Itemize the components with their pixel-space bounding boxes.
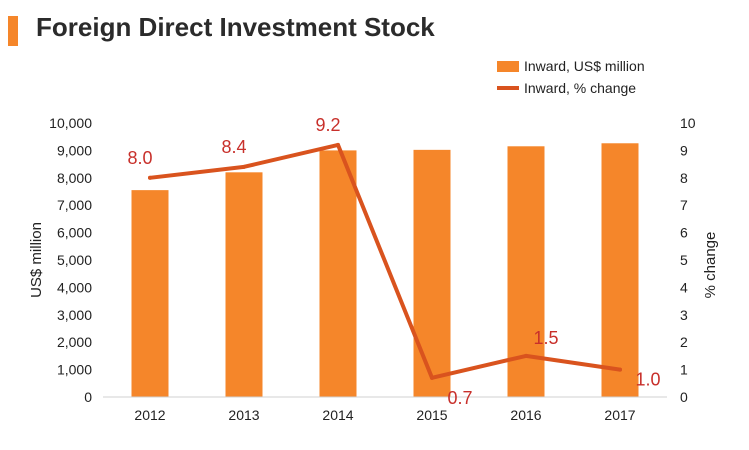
line-point-2015 (430, 375, 434, 380)
y-tick-right: 3 (680, 307, 688, 323)
title-accent-bar (8, 16, 18, 46)
data-label-2012: 8.0 (127, 148, 152, 168)
y-axis-title-left: US$ million (28, 222, 45, 298)
y-tick-right: 10 (680, 115, 696, 131)
bar-2014 (319, 150, 357, 397)
x-axis-ticks: 2012 2013 2014 2015 2016 2017 (134, 407, 635, 423)
y-tick-left: 7,000 (57, 197, 92, 213)
bar-series (131, 143, 639, 397)
y-tick-left: 2,000 (57, 334, 92, 350)
y-tick-left: 6,000 (57, 225, 92, 241)
legend-swatch-bar (497, 61, 519, 72)
x-tick: 2013 (228, 407, 259, 423)
legend: Inward, US$ million Inward, % change (497, 58, 645, 96)
legend-label-bar: Inward, US$ million (524, 58, 645, 74)
x-tick: 2015 (416, 407, 447, 423)
bar-2013 (225, 172, 263, 397)
line-path (148, 142, 622, 380)
data-label-2016: 1.5 (533, 328, 558, 348)
y-axis-title-right: % change (702, 232, 719, 299)
line-point-2017 (618, 367, 622, 372)
data-label-2017: 1.0 (635, 370, 660, 390)
right-axis-ticks: 0 1 2 3 4 5 6 7 8 9 10 (680, 115, 696, 405)
legend-label-line: Inward, % change (524, 80, 636, 96)
x-tick: 2012 (134, 407, 165, 423)
line-point-2013 (242, 164, 246, 169)
y-tick-left: 10,000 (49, 115, 92, 131)
x-tick: 2014 (322, 407, 353, 423)
data-label-2015: 0.7 (447, 388, 472, 408)
left-axis-ticks: 0 1,000 2,000 3,000 4,000 5,000 6,000 7,000 8,00… (49, 115, 92, 405)
y-tick-right: 8 (680, 170, 688, 186)
y-tick-left: 8,000 (57, 170, 92, 186)
y-tick-right: 2 (680, 334, 688, 350)
x-tick: 2017 (604, 407, 635, 423)
y-tick-left: 3,000 (57, 307, 92, 323)
x-tick: 2016 (510, 407, 541, 423)
y-tick-right: 1 (680, 362, 688, 378)
bar-2012 (131, 190, 169, 397)
y-tick-left: 9,000 (57, 142, 92, 158)
line-point-2016 (524, 353, 528, 358)
y-tick-left: 5,000 (57, 252, 92, 268)
y-tick-right: 5 (680, 252, 688, 268)
data-label-2014: 9.2 (315, 115, 340, 135)
y-tick-left: 4,000 (57, 279, 92, 295)
line-data-labels: 8.0 8.4 9.2 0.7 1.5 1.0 (127, 115, 660, 408)
y-tick-right: 7 (680, 197, 688, 213)
y-tick-right: 0 (680, 389, 688, 405)
line-series (148, 142, 622, 380)
y-tick-right: 9 (680, 142, 688, 158)
bar-2017 (601, 143, 639, 397)
y-tick-left: 1,000 (57, 362, 92, 378)
y-tick-left: 0 (84, 389, 92, 405)
line-point-2012 (148, 175, 152, 180)
y-tick-right: 4 (680, 279, 688, 295)
page-title: Foreign Direct Investment Stock (36, 12, 435, 42)
data-label-2013: 8.4 (221, 137, 246, 157)
line-point-2014 (336, 142, 340, 147)
bar-2015 (413, 149, 451, 397)
y-tick-right: 6 (680, 225, 688, 241)
